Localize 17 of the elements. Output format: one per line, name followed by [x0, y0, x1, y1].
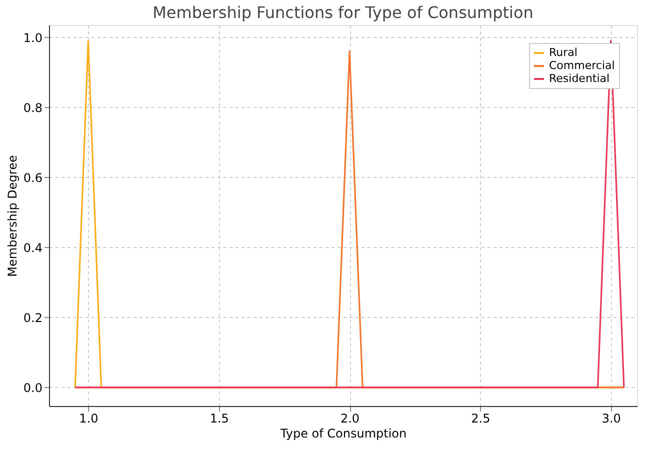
- y-tick-label: 0.2: [23, 310, 42, 325]
- legend-label: Residential: [549, 72, 610, 85]
- x-tick-label: 2.5: [471, 412, 490, 426]
- chart-title: Membership Functions for Type of Consumption: [152, 3, 534, 22]
- legend-label: Rural: [549, 46, 578, 59]
- x-axis-title: Type of Consumption: [279, 426, 407, 440]
- y-tick-label: 0.4: [23, 240, 42, 255]
- x-tick-label: 1.0: [79, 412, 98, 426]
- y-tick-label: 1.0: [23, 30, 42, 45]
- y-tick-label: 0.6: [23, 170, 42, 185]
- x-tick-label: 2.0: [340, 412, 360, 426]
- y-axis-title: Membership Degree: [5, 155, 20, 277]
- legend-label: Commercial: [549, 59, 615, 72]
- y-tick-label: 0.0: [23, 380, 42, 395]
- x-tick-label: 1.5: [210, 412, 229, 426]
- x-tick-label: 3.0: [602, 412, 621, 426]
- y-tick-label: 0.8: [23, 100, 42, 115]
